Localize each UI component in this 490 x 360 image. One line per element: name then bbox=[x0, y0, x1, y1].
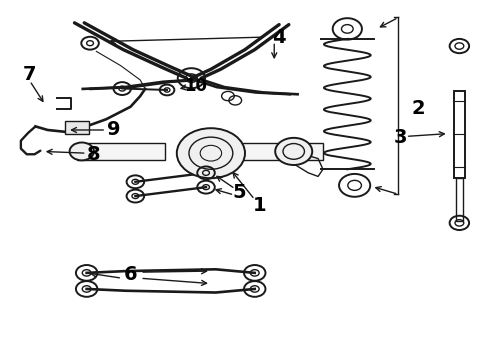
Text: 6: 6 bbox=[123, 265, 137, 284]
Text: 3: 3 bbox=[394, 128, 408, 147]
Text: 5: 5 bbox=[232, 183, 246, 202]
Polygon shape bbox=[456, 178, 463, 221]
Circle shape bbox=[275, 138, 312, 165]
Text: 7: 7 bbox=[23, 65, 36, 84]
Text: 1: 1 bbox=[253, 195, 267, 215]
Polygon shape bbox=[454, 91, 465, 178]
Circle shape bbox=[70, 143, 94, 160]
Polygon shape bbox=[223, 143, 323, 160]
Polygon shape bbox=[65, 121, 89, 134]
Text: 2: 2 bbox=[411, 99, 425, 118]
Circle shape bbox=[177, 128, 245, 178]
Text: 4: 4 bbox=[272, 28, 286, 46]
Text: 10: 10 bbox=[184, 77, 207, 95]
Text: 9: 9 bbox=[107, 121, 120, 139]
Polygon shape bbox=[77, 143, 165, 160]
Text: 8: 8 bbox=[87, 145, 101, 164]
